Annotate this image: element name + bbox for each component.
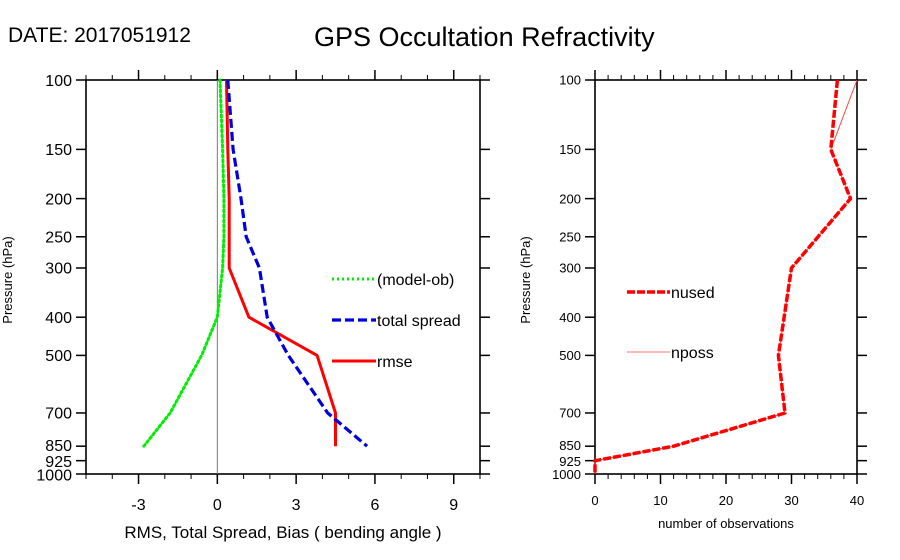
y-tick-label: 925 (559, 454, 581, 469)
series-line-model-ob (142, 78, 226, 448)
y-tick-label: 250 (559, 229, 581, 244)
legend-label: nused (671, 285, 715, 302)
series-line-total-spread (226, 79, 369, 448)
plot-frame (594, 79, 858, 475)
y-tick-label: 500 (559, 348, 581, 363)
y-tick-label: 250 (45, 230, 72, 247)
chart-title: GPS Occultation Refractivity (314, 22, 655, 52)
y-tick-label: 700 (559, 406, 581, 421)
y-tick-label: 925 (45, 454, 72, 471)
y-axis-label: Pressure (hPa) (518, 236, 533, 323)
y-tick-label: 850 (45, 438, 72, 455)
y-tick-label: 100 (559, 73, 581, 88)
plot-frame (85, 79, 481, 475)
series-line-nused (593, 79, 853, 474)
x-tick-label: -3 (131, 497, 145, 514)
x-tick-label: 0 (591, 493, 598, 508)
x-tick-label: 3 (292, 497, 301, 514)
series-line-rmse (225, 79, 337, 447)
y-tick-label: 400 (45, 310, 72, 327)
legend-label: total spread (377, 313, 461, 330)
y-tick-label: 150 (559, 142, 581, 157)
y-tick-label: 1000 (36, 467, 72, 484)
x-axis-label: number of observations (658, 516, 794, 531)
y-tick-label: 1000 (552, 467, 581, 482)
series-line-nposs (594, 79, 858, 474)
plot-panel-1: -3 0 3 6 9 100 150 200 250 300 400 500 700 8509251000… (0, 70, 490, 542)
y-tick-label: 150 (45, 142, 72, 159)
x-tick-label: 6 (370, 497, 379, 514)
y-tick-label: 200 (45, 191, 72, 208)
x-tick-label: 0 (213, 497, 222, 514)
y-tick-label: 200 (559, 191, 581, 206)
x-tick-label: 9 (449, 497, 458, 514)
y-tick-label: 400 (559, 310, 581, 325)
x-tick-label: 40 (850, 493, 864, 508)
y-tick-label: 700 (45, 406, 72, 423)
legend-label: rmse (377, 354, 413, 371)
y-tick-label: 850 (559, 438, 581, 453)
x-tick-label: 10 (653, 493, 667, 508)
y-tick-label: 500 (45, 348, 72, 365)
y-axis-label: Pressure (hPa) (0, 236, 15, 323)
y-tick-label: 300 (45, 261, 72, 278)
legend-label: (model-ob) (377, 272, 454, 289)
x-axis-label: RMS, Total Spread, Bias ( bending angle … (124, 523, 441, 542)
date-label: DATE: 2017051912 (8, 24, 191, 47)
plot-panel-2: 0 10 20 30 40 100 150 200 250 300 400 500 700 8509251… (518, 70, 867, 531)
legend-label: nposs (671, 345, 714, 362)
x-tick-label: 20 (719, 493, 733, 508)
y-tick-label: 100 (45, 73, 72, 90)
y-tick-label: 300 (559, 261, 581, 276)
x-tick-label: 30 (784, 493, 798, 508)
